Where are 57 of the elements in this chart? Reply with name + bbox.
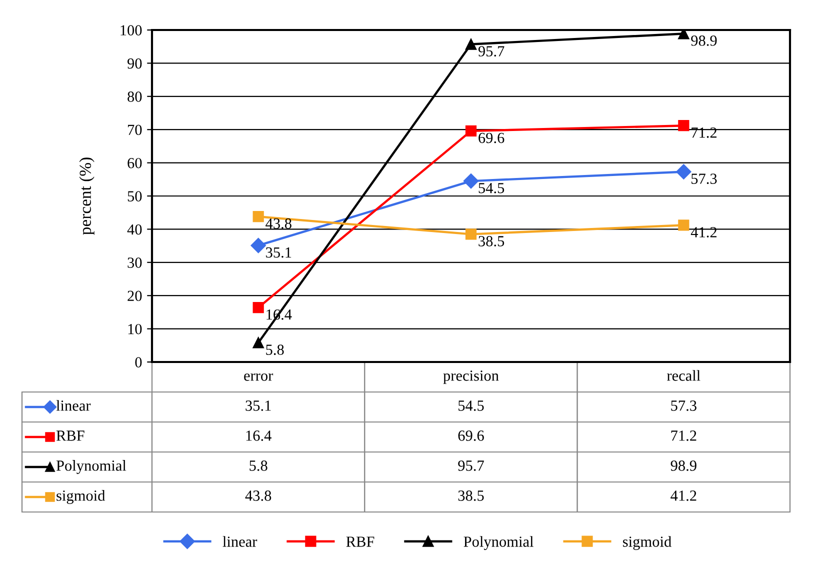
point [252, 211, 264, 222]
y-tick-label: 0 [135, 357, 142, 368]
point [465, 228, 477, 240]
annotation: 38.5 [478, 236, 504, 246]
data-label: 35.1 [246, 400, 271, 411]
annotation: 95.7 [478, 46, 504, 56]
point [678, 120, 690, 132]
point [676, 164, 692, 180]
y-tick-label: 40 [127, 224, 142, 235]
point [252, 337, 264, 348]
data-label: 69.6 [458, 430, 484, 441]
text: Polynomial [464, 536, 534, 550]
data-label: 54.5 [458, 400, 484, 411]
y-tick-label: 30 [128, 258, 142, 268]
annotation: 57.3 [692, 174, 717, 184]
annotation: 69.6 [478, 132, 504, 144]
data-label: 95.7 [458, 460, 484, 471]
data-label: 98.9 [670, 460, 696, 471]
point [678, 30, 690, 40]
x-tick-label: error [244, 373, 274, 381]
text: RBF [346, 536, 374, 547]
data-label: 16.4 [246, 430, 272, 441]
x-tick-label: precision [443, 370, 499, 384]
point [252, 302, 264, 314]
y-tick-label: 10 [128, 324, 142, 334]
y-tick-label: 100 [120, 25, 142, 36]
y-tick-label: 90 [127, 58, 142, 69]
y-tick-label: 50 [128, 191, 142, 202]
data-label: 5.8 [250, 460, 268, 471]
annotation: 35.1 [266, 247, 292, 258]
y-tick-label: 60 [128, 158, 142, 168]
annotation: 41.2 [690, 227, 717, 238]
data-label: 71.2 [671, 430, 696, 441]
text: linear [222, 536, 258, 547]
data-label: 41.2 [670, 490, 696, 501]
legend-label: linear [56, 400, 91, 411]
y-tick-label: 20 [128, 290, 142, 302]
point [465, 38, 477, 50]
y-tick-label: 70 [128, 124, 142, 136]
legend-label: sigmoid [56, 490, 106, 504]
x-tick-label: recall [667, 370, 700, 381]
point [250, 238, 266, 254]
point [463, 173, 479, 189]
annotation: 43.8 [266, 218, 292, 229]
annotation: 98.9 [691, 36, 717, 46]
point [678, 220, 690, 231]
data-label: 38.5 [458, 490, 484, 501]
data-label: 57.3 [671, 400, 696, 411]
annotation: 5.8 [266, 344, 284, 355]
legend-label: RBF [56, 430, 84, 441]
y-axis-title: percent (%) [79, 158, 94, 235]
annotation: 54.5 [478, 183, 504, 194]
text: sigmoid [623, 536, 672, 550]
y-tick-label: 80 [128, 92, 142, 102]
point [465, 125, 477, 136]
legend-label: Polynomial [56, 460, 126, 474]
data-label: 43.8 [245, 490, 272, 501]
